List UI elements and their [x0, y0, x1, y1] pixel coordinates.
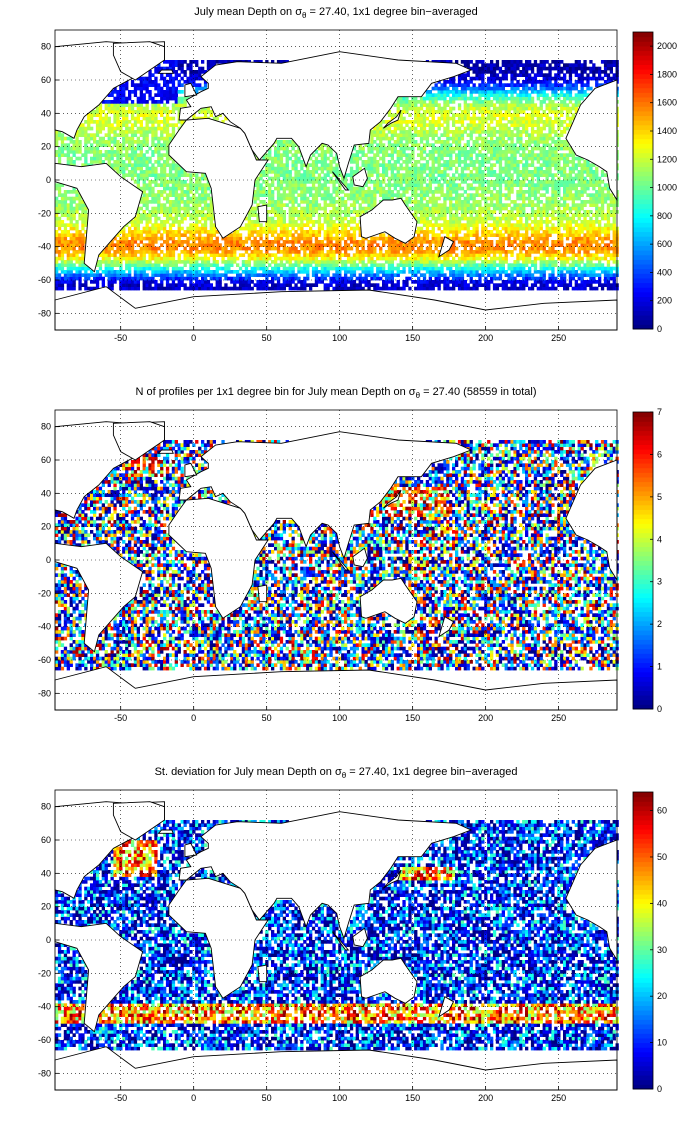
colorbar-tick-label: 60 [657, 806, 667, 816]
colorbar-tick-label: 200 [657, 296, 672, 306]
colorbar-tick-label: 1800 [657, 69, 677, 79]
x-tick-label: 100 [332, 1093, 347, 1103]
y-tick-label: -40 [38, 622, 51, 632]
colorbar-tick-label: 7 [657, 407, 662, 417]
y-tick-label: -80 [38, 308, 51, 318]
y-tick-label: -20 [38, 208, 51, 218]
x-tick-label: 150 [405, 713, 420, 723]
colorbar: 0 10 20 30 40 50 60 [632, 791, 667, 1094]
x-tick-label: 0 [191, 333, 196, 343]
y-tick-label: 40 [41, 488, 51, 498]
chart-title: St. deviation for July mean Depth on σθ … [55, 766, 617, 780]
colorbar: 0 200 400 600 800 1000 1200 1400 1600 1800 2000 [632, 31, 677, 334]
profile-count-map: -50 0 50 100 150 200 250806040200-20-40-60-800… [38, 407, 662, 723]
mean-depth-map: -50 0 50 100 150 200 250806040200-20-40-60-800… [38, 29, 677, 343]
colorbar-tick-label: 4 [657, 534, 662, 544]
colorbar-tick-label: 30 [657, 945, 667, 955]
colorbar-tick-label: 6 [657, 449, 662, 459]
y-tick-label: 0 [46, 935, 51, 945]
y-tick-label: -80 [38, 1068, 51, 1078]
colorbar-tick-label: 20 [657, 991, 667, 1001]
x-tick-label: 50 [262, 713, 272, 723]
y-tick-label: 60 [41, 835, 51, 845]
data-field [55, 820, 619, 1051]
y-tick-label: -20 [38, 588, 51, 598]
x-tick-label: 250 [551, 333, 566, 343]
x-tick-label: 250 [551, 1093, 566, 1103]
y-tick-label: -40 [38, 242, 51, 252]
panel-profile-count: N of profiles per 1x1 degree bin for Jul… [0, 380, 696, 760]
panel-std-deviation: St. deviation for July mean Depth on σθ … [0, 760, 696, 1140]
y-tick-label: 20 [41, 142, 51, 152]
y-tick-label: 80 [41, 42, 51, 52]
y-tick-label: -20 [38, 968, 51, 978]
y-tick-label: 20 [41, 902, 51, 912]
y-tick-label: 20 [41, 522, 51, 532]
x-tick-label: 0 [191, 1093, 196, 1103]
y-tick-label: 80 [41, 422, 51, 432]
chart-title: July mean Depth on σθ = 27.40, 1x1 degre… [55, 6, 617, 20]
y-tick-label: -60 [38, 655, 51, 665]
x-tick-label: -50 [114, 1093, 127, 1103]
colorbar-tick-label: 10 [657, 1038, 667, 1048]
colorbar-tick-label: 2000 [657, 41, 677, 51]
x-tick-label: 200 [478, 333, 493, 343]
gridlines [55, 410, 617, 710]
y-tick-label: -60 [38, 275, 51, 285]
colorbar: 0 1 2 3 4 5 6 7 [632, 407, 662, 714]
y-tick-label: -60 [38, 1035, 51, 1045]
x-tick-label: 0 [191, 713, 196, 723]
x-tick-label: -50 [114, 333, 127, 343]
colorbar-tick-label: 50 [657, 852, 667, 862]
y-tick-label: -40 [38, 1002, 51, 1012]
colorbar-tick-label: 5 [657, 492, 662, 502]
colorbar-tick-label: 0 [657, 1084, 662, 1094]
colorbar-tick-label: 1000 [657, 183, 677, 193]
y-tick-label: 0 [46, 175, 51, 185]
colorbar-tick-label: 40 [657, 898, 667, 908]
x-tick-label: 50 [262, 1093, 272, 1103]
x-tick-label: 150 [405, 333, 420, 343]
y-tick-label: 0 [46, 555, 51, 565]
chart-title: N of profiles per 1x1 degree bin for Jul… [55, 386, 617, 400]
gridlines [55, 30, 617, 330]
x-tick-label: 150 [405, 1093, 420, 1103]
colorbar-tick-label: 1400 [657, 126, 677, 136]
x-tick-label: 200 [478, 713, 493, 723]
y-tick-label: 80 [41, 802, 51, 812]
colorbar-tick-label: 800 [657, 211, 672, 221]
colorbar-tick-label: 1200 [657, 154, 677, 164]
std-deviation-map: -50 0 50 100 150 200 250806040200-20-40-60-800… [38, 789, 667, 1103]
colorbar-tick-label: 0 [657, 324, 662, 334]
colorbar-tick-label: 1 [657, 662, 662, 672]
x-tick-label: 100 [332, 713, 347, 723]
x-tick-label: -50 [114, 713, 127, 723]
y-tick-label: 40 [41, 108, 51, 118]
colorbar-tick-label: 0 [657, 704, 662, 714]
x-tick-label: 250 [551, 713, 566, 723]
y-tick-label: -80 [38, 688, 51, 698]
y-tick-label: 60 [41, 455, 51, 465]
gridlines [55, 790, 617, 1090]
y-tick-label: 40 [41, 868, 51, 878]
y-tick-label: 60 [41, 75, 51, 85]
colorbar-tick-label: 2 [657, 619, 662, 629]
x-tick-label: 50 [262, 333, 272, 343]
colorbar-tick-label: 3 [657, 577, 662, 587]
coastlines [54, 801, 618, 1091]
panel-mean-depth: July mean Depth on σθ = 27.40, 1x1 degre… [0, 0, 696, 380]
colorbar-tick-label: 400 [657, 267, 672, 277]
colorbar-tick-label: 1600 [657, 98, 677, 108]
colorbar-tick-label: 600 [657, 239, 672, 249]
x-tick-label: 100 [332, 333, 347, 343]
x-tick-label: 200 [478, 1093, 493, 1103]
